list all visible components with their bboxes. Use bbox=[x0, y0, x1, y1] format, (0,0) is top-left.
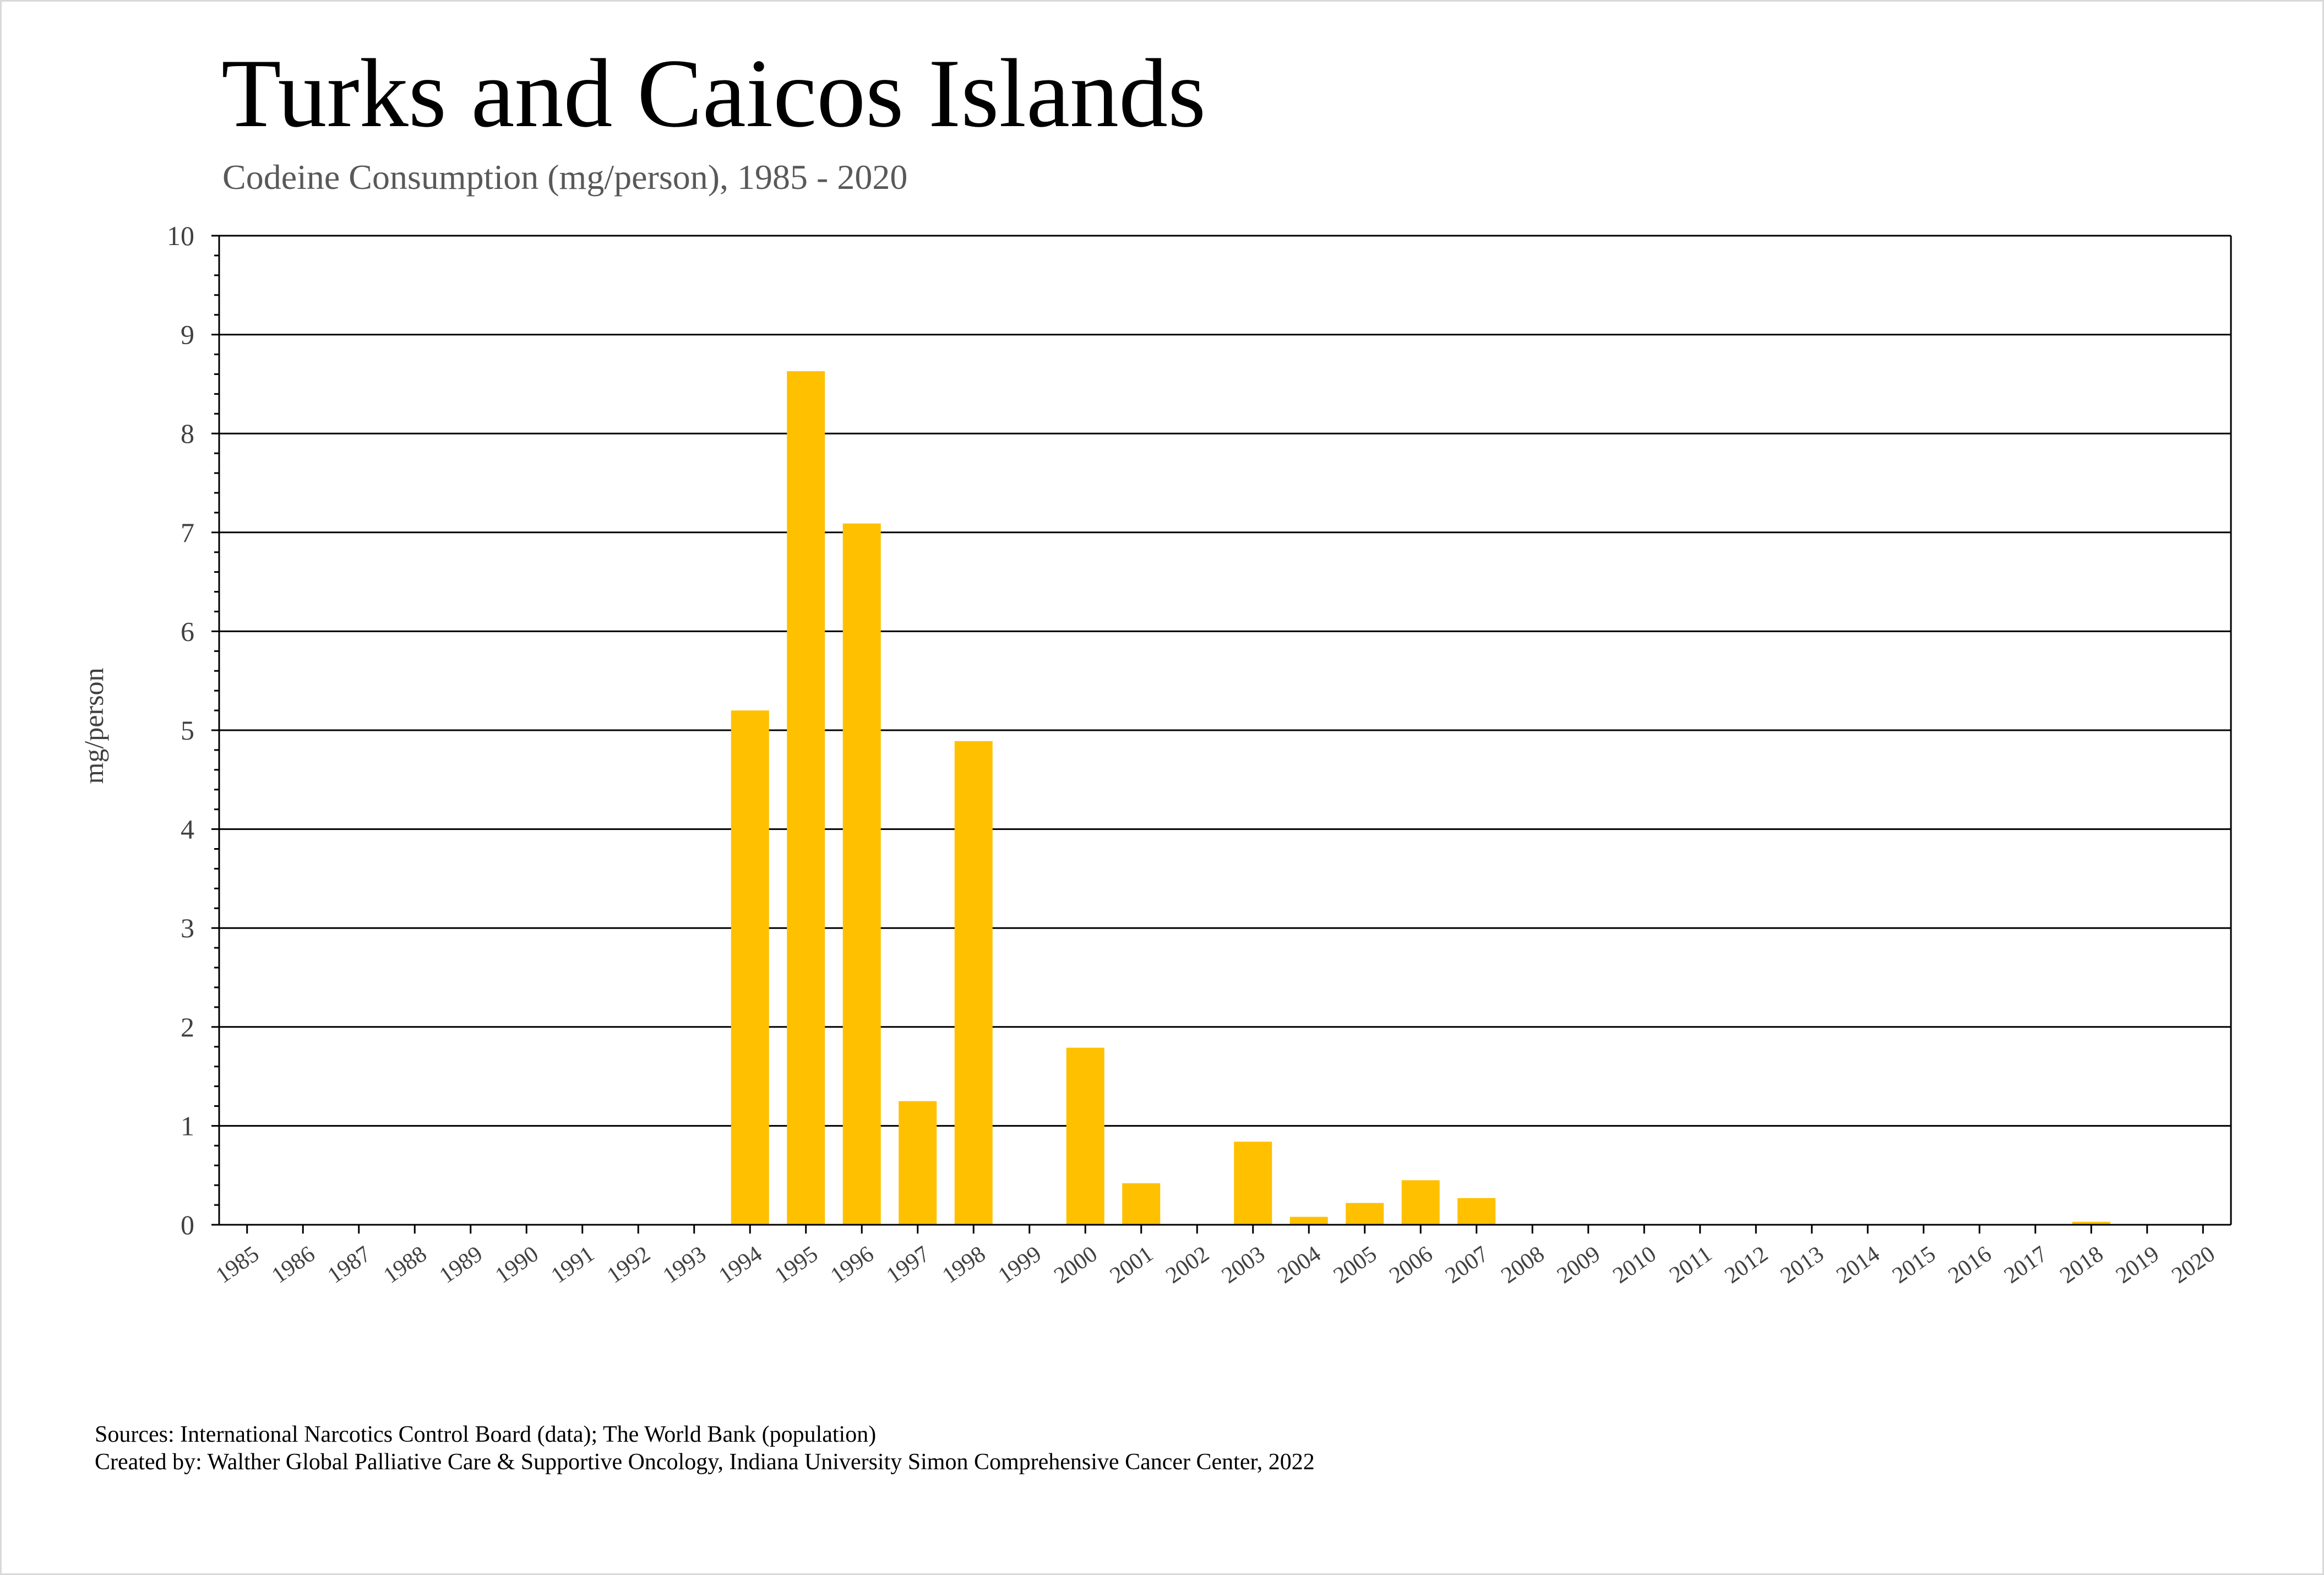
x-tick-label: 2005 bbox=[1329, 1241, 1381, 1289]
axes bbox=[211, 235, 2232, 1234]
x-tick-label: 2015 bbox=[1888, 1241, 1940, 1289]
x-tick-label: 1994 bbox=[714, 1241, 766, 1289]
x-tick-label: 2016 bbox=[1944, 1241, 1996, 1289]
x-tick-label: 1986 bbox=[267, 1241, 319, 1289]
y-tick-label: 10 bbox=[167, 220, 194, 251]
bar-1995 bbox=[787, 371, 825, 1225]
y-tick-label: 2 bbox=[181, 1012, 194, 1042]
bar-2006 bbox=[1401, 1180, 1440, 1225]
x-tick-label: 1989 bbox=[435, 1241, 487, 1289]
x-tick-label: 2010 bbox=[1608, 1241, 1661, 1289]
y-tick-label: 9 bbox=[181, 319, 194, 350]
bar-1994 bbox=[731, 710, 769, 1225]
x-tick-label: 2020 bbox=[2167, 1241, 2219, 1289]
y-tick-label: 7 bbox=[181, 517, 194, 548]
y-tick-label: 5 bbox=[181, 715, 194, 746]
x-tick-label: 1998 bbox=[938, 1241, 990, 1289]
y-tick-label: 0 bbox=[181, 1209, 194, 1240]
y-tick-label: 3 bbox=[181, 913, 194, 943]
x-tick-label: 2017 bbox=[2000, 1241, 2052, 1289]
x-tick-label: 1995 bbox=[770, 1241, 823, 1289]
tick-labels: 0 1 2 3 4 5 6 7 8 9 10 1985 1986 1987 1988 1989 1990 1991… bbox=[167, 220, 2220, 1289]
y-tick-label: 1 bbox=[181, 1110, 194, 1141]
x-tick-label: 1987 bbox=[323, 1241, 375, 1289]
y-tick-label: 4 bbox=[181, 814, 194, 845]
x-tick-label: 1997 bbox=[882, 1241, 934, 1289]
x-tick-label: 2003 bbox=[1217, 1241, 1270, 1289]
bar-2005 bbox=[1346, 1203, 1384, 1225]
x-tick-label: 2014 bbox=[1832, 1241, 1884, 1289]
x-tick-label: 1999 bbox=[994, 1241, 1046, 1289]
x-tick-label: 1993 bbox=[658, 1241, 711, 1289]
chart-subtitle: Codeine Consumption (mg/person), 1985 - … bbox=[222, 158, 908, 197]
x-tick-label: 1996 bbox=[826, 1241, 878, 1289]
footer-sources: Sources: International Narcotics Control… bbox=[95, 1422, 877, 1447]
x-tick-label: 2009 bbox=[1553, 1241, 1605, 1289]
x-tick-label: 2011 bbox=[1665, 1241, 1717, 1288]
bar-2001 bbox=[1122, 1183, 1161, 1225]
x-tick-label: 1991 bbox=[547, 1241, 599, 1289]
x-tick-label: 2004 bbox=[1273, 1241, 1325, 1289]
x-tick-label: 2019 bbox=[2111, 1241, 2164, 1289]
bar-2018 bbox=[2072, 1221, 2110, 1225]
x-tick-label: 2008 bbox=[1496, 1241, 1549, 1289]
x-tick-label: 2007 bbox=[1441, 1241, 1493, 1289]
bars bbox=[731, 371, 2110, 1225]
bar-2003 bbox=[1234, 1142, 1272, 1225]
x-tick-label: 2012 bbox=[1720, 1241, 1772, 1289]
bar-2007 bbox=[1457, 1198, 1496, 1225]
chart-title: Turks and Caicos Islands bbox=[221, 39, 1206, 148]
x-tick-label: 2018 bbox=[2055, 1241, 2108, 1289]
bar-1998 bbox=[954, 741, 993, 1225]
bar-1997 bbox=[899, 1101, 937, 1225]
bar-2000 bbox=[1066, 1047, 1104, 1225]
y-tick-label: 6 bbox=[181, 616, 194, 647]
x-tick-label: 1990 bbox=[491, 1241, 543, 1289]
x-tick-label: 2000 bbox=[1049, 1241, 1102, 1289]
bar-1996 bbox=[842, 523, 881, 1225]
x-tick-label: 2006 bbox=[1385, 1241, 1437, 1289]
x-tick-label: 1985 bbox=[211, 1241, 264, 1289]
x-tick-label: 2002 bbox=[1161, 1241, 1213, 1289]
gridlines bbox=[219, 235, 2231, 1127]
x-tick-label: 1988 bbox=[379, 1241, 431, 1289]
x-tick-label: 1992 bbox=[602, 1241, 655, 1289]
x-tick-label: 2001 bbox=[1106, 1241, 1158, 1289]
y-tick-label: 8 bbox=[181, 418, 194, 449]
bar-2004 bbox=[1289, 1216, 1328, 1225]
x-tick-label: 2013 bbox=[1776, 1241, 1828, 1289]
footer-created-by: Created by: Walther Global Palliative Ca… bbox=[95, 1449, 1315, 1475]
